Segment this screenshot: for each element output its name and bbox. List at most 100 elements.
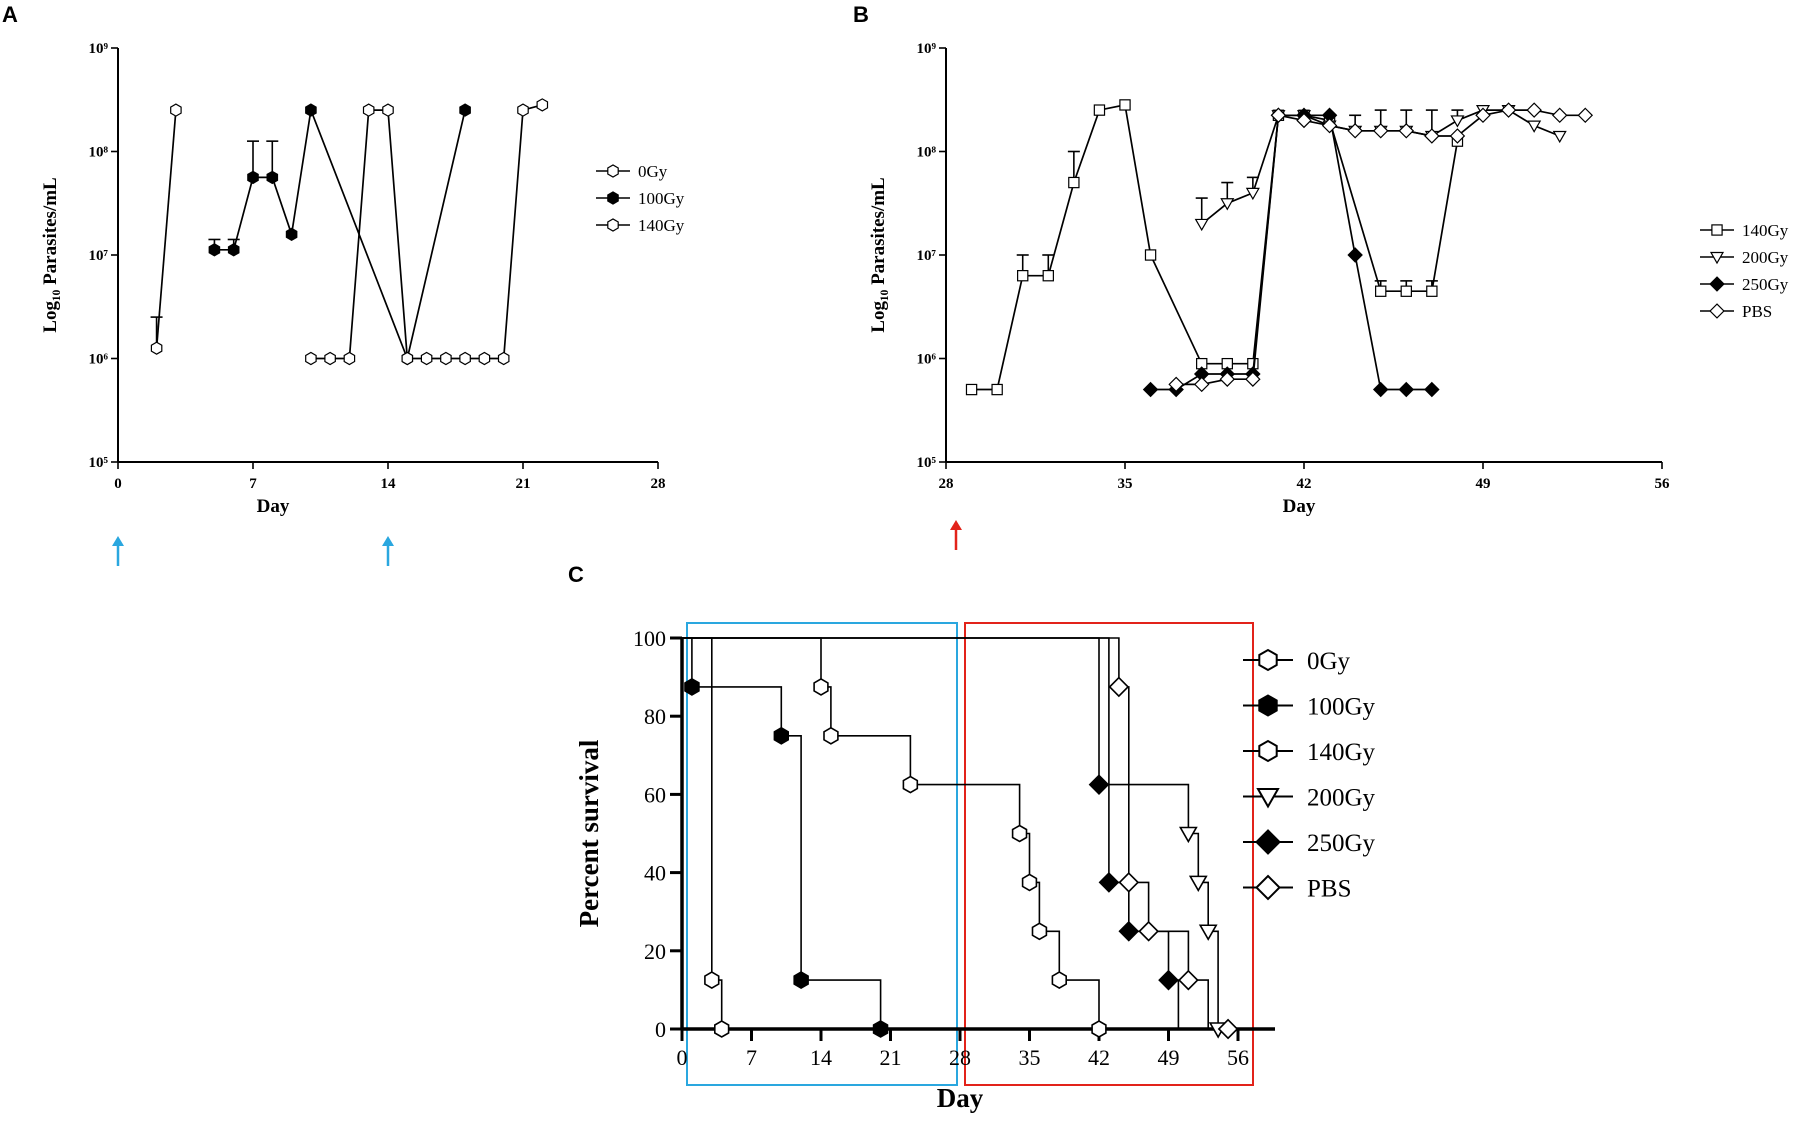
data-point: [1526, 102, 1542, 118]
data-point: [773, 726, 790, 745]
y-tick-label: 60: [644, 782, 666, 807]
data-point: [1217, 1018, 1239, 1040]
arrow-day-14: [382, 536, 394, 566]
legend-marker: [1255, 874, 1281, 901]
legend-item: 250Gy: [1700, 275, 1789, 294]
legend-label: 0Gy: [638, 162, 668, 181]
legend-label: 100Gy: [1307, 694, 1376, 721]
series-200Gy: [682, 637, 1228, 1039]
data-point: [497, 351, 510, 366]
legend-item: 100Gy: [596, 189, 685, 208]
legend-label: 100Gy: [638, 189, 685, 208]
x-tick-label: 28: [949, 1045, 971, 1070]
series-0Gy: [682, 637, 730, 1038]
legend-marker: [1709, 303, 1725, 319]
x-tick-label: 14: [810, 1045, 832, 1070]
series-250Gy: [682, 637, 1180, 1029]
data-point: [1527, 120, 1542, 133]
data-point: [285, 227, 298, 241]
data-point: [382, 103, 394, 117]
data-point: [1500, 102, 1517, 118]
data-point: [266, 170, 279, 185]
x-tick-label: 49: [1158, 1045, 1180, 1070]
legend-label: PBS: [1742, 302, 1772, 321]
y-tick-label: 10⁶: [917, 352, 937, 368]
legend-item: PBS: [1700, 302, 1772, 321]
y-tick-label: 10⁹: [917, 41, 937, 57]
data-point: [813, 677, 829, 696]
data-point: [1198, 924, 1218, 941]
data-point: [1375, 285, 1387, 297]
legend-marker: [607, 164, 619, 178]
data-point: [247, 170, 259, 185]
x-tick-label: 42: [1297, 476, 1312, 492]
series-line: [971, 103, 1459, 391]
data-point: [343, 351, 356, 366]
y-tick-label: 40: [644, 861, 666, 886]
y-tick-label: 100: [633, 626, 666, 651]
panel-a: A 10⁵ 10⁶ 10⁷ 10⁸ 10⁹ 0 7 14 21 28 Day Log₁₀ Parasit…: [2, 2, 685, 566]
series-140Gy: [305, 98, 549, 366]
legend-marker: [1258, 648, 1278, 672]
data-point: [305, 351, 317, 366]
x-tick-label: 28: [939, 476, 954, 492]
series-100Gy: [682, 637, 889, 1038]
data-point: [1119, 99, 1131, 111]
data-point: [170, 103, 182, 117]
legend-marker: [607, 218, 619, 232]
data-point: [1321, 117, 1338, 134]
series-PBS: [1168, 102, 1594, 393]
data-point: [150, 341, 163, 355]
legend-label: 140Gy: [638, 216, 685, 235]
y-tick-label: 20: [644, 939, 666, 964]
panel-letter: B: [853, 2, 869, 27]
legend-label: 250Gy: [1742, 275, 1789, 294]
data-point: [1193, 376, 1210, 393]
data-point: [1042, 270, 1054, 282]
data-point: [420, 351, 433, 366]
data-point: [1449, 128, 1466, 144]
data-point: [440, 351, 452, 366]
legend-item: 250Gy: [1243, 829, 1376, 857]
data-point: [684, 677, 700, 696]
y-axis-title: Log₁₀ Parasites/mL: [40, 177, 61, 332]
survival-line: [682, 637, 1209, 1029]
survival-line: [682, 637, 1100, 1029]
data-point: [991, 383, 1003, 396]
x-axis-title: Day: [937, 1083, 984, 1113]
data-point: [324, 351, 336, 366]
data-point: [1178, 826, 1198, 844]
legend-label: 200Gy: [1742, 248, 1789, 267]
x-tick-label: 7: [746, 1045, 757, 1070]
data-point: [478, 351, 491, 366]
legend-item: 0Gy: [596, 162, 668, 181]
data-point: [1088, 774, 1110, 795]
data-point: [1144, 249, 1157, 261]
data-point: [713, 1020, 730, 1038]
data-point: [1220, 198, 1235, 211]
x-tick-label: 21: [880, 1045, 902, 1070]
data-point: [1098, 872, 1120, 893]
data-point: [1347, 123, 1363, 139]
y-axis-title: Log₁₀ Parasites/mL: [868, 177, 889, 332]
series-100Gy: [208, 103, 471, 366]
legend-item: 200Gy: [1700, 248, 1789, 267]
legend-label: 200Gy: [1307, 785, 1376, 812]
data-point: [459, 103, 471, 117]
survival-line: [682, 637, 1180, 1029]
legend-item: 200Gy: [1243, 785, 1376, 812]
data-point: [1021, 873, 1038, 892]
legend-marker: [1711, 224, 1723, 236]
data-point: [1424, 381, 1440, 398]
data-point: [401, 351, 414, 366]
arrow-day-28-head: [950, 520, 962, 530]
y-axis-title: Percent survival: [574, 739, 604, 927]
data-point: [1142, 381, 1159, 398]
data-point: [459, 351, 471, 366]
legend-label: 140Gy: [1307, 739, 1376, 766]
y-tick-label: 10⁸: [917, 145, 937, 161]
panel-letter: A: [2, 2, 18, 27]
data-point: [1347, 247, 1363, 263]
series-line: [1150, 114, 1432, 391]
